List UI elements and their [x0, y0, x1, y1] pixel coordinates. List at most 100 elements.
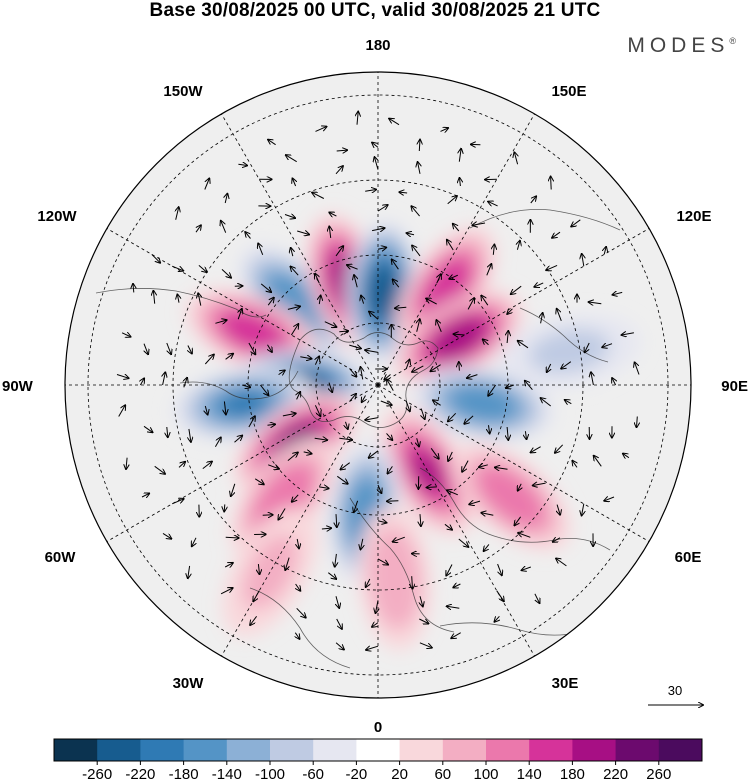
colorbar-swatch	[486, 739, 530, 761]
wind-arrow	[163, 372, 166, 386]
lon-label-90e: 90E	[721, 378, 748, 395]
wind-arrow	[412, 576, 413, 589]
meridian-line	[377, 198, 691, 386]
colorbar-tick-label: 140	[517, 766, 542, 783]
modes-logo-text: MODES	[627, 34, 730, 57]
colorbar-swatch	[615, 739, 660, 761]
anomaly-contour	[489, 477, 533, 517]
lon-label-90w: 90W	[2, 378, 34, 395]
wind-arrow	[557, 504, 560, 515]
wind-arrow	[184, 378, 187, 388]
wind-arrow	[366, 646, 379, 650]
wind-arrow	[166, 342, 171, 354]
wind-arrow	[436, 320, 442, 332]
colorbar-tick-label: -180	[169, 766, 199, 783]
wind-arrow	[406, 401, 410, 411]
wind-arrow	[361, 367, 363, 380]
wind-arrow	[387, 501, 399, 502]
wind-arrow	[234, 436, 243, 443]
wind-arrow	[384, 375, 391, 380]
wind-arrow	[412, 365, 424, 372]
wind-arrow	[372, 143, 379, 148]
wind-arrow	[420, 596, 423, 606]
colorbar-swatch	[183, 739, 228, 761]
anomaly-contour	[221, 391, 266, 417]
wind-arrow	[268, 344, 272, 352]
wind-arrow	[224, 563, 233, 567]
wind-arrow	[458, 538, 469, 547]
wind-arrow	[144, 343, 148, 355]
wind-arrow	[221, 221, 227, 233]
wind-arrow	[460, 178, 461, 187]
colorbar-swatch	[54, 739, 98, 761]
wind-arrow	[467, 375, 478, 379]
meridians	[65, 72, 691, 698]
wind-arrow	[238, 309, 242, 320]
wind-arrow	[189, 428, 191, 442]
wind-arrow	[585, 342, 590, 352]
wind-arrow	[295, 632, 299, 639]
colorbar-tick-label: 220	[603, 766, 628, 783]
wind-arrow	[495, 615, 500, 621]
wind-arrow	[349, 345, 361, 348]
wind-arrow	[300, 357, 311, 359]
wind-arrow	[296, 583, 301, 591]
wind-arrow	[417, 319, 420, 332]
wind-arrow	[268, 465, 279, 469]
wind-arrow	[361, 538, 363, 550]
wind-arrow	[507, 309, 512, 314]
wind-arrow	[530, 196, 536, 204]
wind-arrow	[335, 246, 343, 257]
wind-arrow	[531, 446, 541, 453]
modes-logo-mark: ®	[729, 36, 736, 46]
wind-arrow	[319, 296, 320, 305]
wind-arrow	[437, 274, 441, 284]
wind-arrow	[514, 152, 517, 165]
wind-arrow	[312, 193, 325, 199]
wind-arrow	[365, 190, 376, 192]
wind-arrow	[553, 538, 561, 542]
wind-arrow	[292, 494, 299, 502]
colorbar-tick-label: -220	[125, 766, 155, 783]
wind-arrow	[250, 616, 258, 625]
wind-arrow	[518, 533, 531, 538]
wind-arrow	[372, 623, 379, 627]
wind-arrow	[346, 421, 348, 429]
wind-arrow	[418, 162, 420, 174]
wind-arrow	[335, 166, 343, 175]
wind-arrow	[479, 465, 488, 467]
wind-arrow	[314, 405, 320, 416]
meridian-line	[65, 198, 379, 386]
wind-arrow	[518, 341, 529, 349]
wind-arrow	[377, 521, 386, 523]
wind-arrow	[534, 593, 540, 603]
map-disk	[65, 72, 691, 698]
wind-arrow	[202, 462, 212, 469]
wind-arrow	[335, 642, 344, 650]
wind-arrow	[453, 224, 460, 232]
wind-arrow	[447, 490, 458, 496]
wind-arrow	[336, 514, 337, 527]
wind-arrow	[285, 557, 289, 570]
wind-arrow	[336, 150, 347, 151]
colorbar-swatch	[97, 739, 141, 761]
wind-arrow	[141, 493, 149, 497]
wind-arrow	[296, 607, 306, 617]
colorbar-tick-label: -20	[346, 766, 368, 783]
wind-arrow	[369, 450, 379, 458]
lon-label-60e: 60E	[675, 549, 702, 566]
wind-arrow	[336, 618, 342, 629]
colorbar-swatch	[442, 739, 487, 761]
wind-arrow	[329, 227, 330, 238]
wind-arrow	[178, 462, 185, 468]
wind-arrow	[354, 500, 358, 512]
wind-arrow	[315, 357, 319, 365]
anomaly-contour	[231, 317, 275, 347]
wind-arrow	[336, 596, 339, 608]
wind-arrow	[497, 563, 502, 575]
wind-arrow	[154, 465, 165, 474]
wind-arrow	[517, 241, 520, 250]
meridian-line	[377, 72, 565, 386]
wind-arrow	[260, 384, 268, 395]
wind-arrow	[604, 247, 606, 255]
